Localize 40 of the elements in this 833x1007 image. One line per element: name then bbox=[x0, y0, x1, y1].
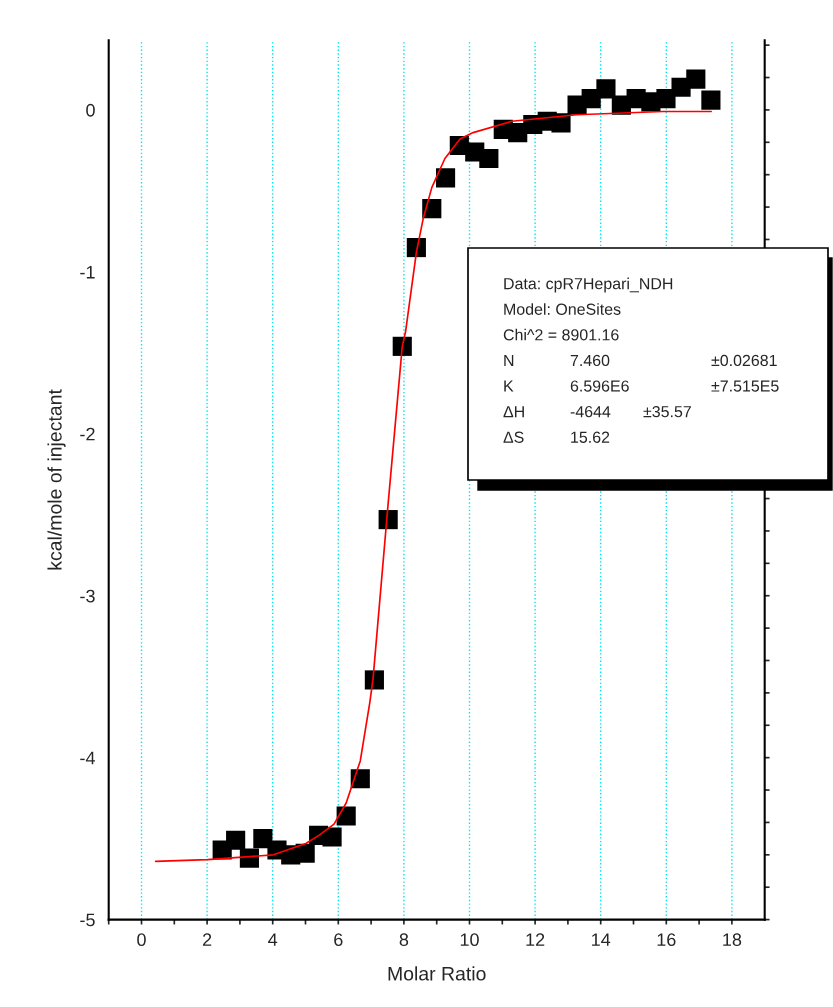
point bbox=[686, 69, 706, 89]
point bbox=[479, 148, 499, 169]
y-tick-label: 0 bbox=[86, 103, 95, 117]
point bbox=[239, 848, 259, 868]
y-tick-label: -2 bbox=[80, 427, 95, 441]
point bbox=[226, 830, 246, 850]
annotation: Model: OneSites bbox=[504, 303, 621, 315]
point bbox=[378, 510, 398, 530]
point bbox=[435, 168, 456, 188]
text: ΔS 15.62 bbox=[503, 431, 610, 443]
point bbox=[596, 79, 616, 99]
text: ΔH -4644 ±35.57 bbox=[503, 405, 691, 418]
point bbox=[322, 827, 342, 847]
text: N 7.460 ±0.02681 bbox=[504, 354, 777, 367]
x-tick-label: 10 bbox=[460, 933, 479, 947]
point bbox=[422, 199, 442, 219]
x-axis-title: Molar Ratio bbox=[388, 966, 486, 981]
point bbox=[701, 90, 721, 110]
x-tick-label: 14 bbox=[592, 933, 611, 946]
y-tick-label: -1 bbox=[80, 265, 95, 279]
y-tick-label: -4 bbox=[80, 751, 95, 765]
y-tick-label: -5 bbox=[80, 913, 95, 927]
x-tick-label: 16 bbox=[657, 933, 676, 947]
x-tick-label: 6 bbox=[334, 933, 343, 947]
y-tick-label: -3 bbox=[80, 589, 95, 603]
point bbox=[295, 843, 315, 863]
annotation: Data: cpR7Hepari_NDH bbox=[504, 277, 673, 293]
x-tick-label: 18 bbox=[723, 933, 742, 947]
point bbox=[656, 89, 676, 109]
point bbox=[551, 113, 571, 133]
x-tick-label: 2 bbox=[202, 933, 212, 946]
point bbox=[336, 806, 356, 826]
annotation: Chi^2 = 8901.16 bbox=[503, 328, 619, 341]
text: K 6.596E6 ±7.515E5 bbox=[504, 380, 779, 392]
x-tick-label: 4 bbox=[268, 933, 278, 946]
x-tick-label: 12 bbox=[526, 933, 545, 946]
y-axis-title: kcal/mole of injectant bbox=[47, 389, 66, 570]
x-tick-label: 8 bbox=[399, 933, 409, 947]
point bbox=[364, 670, 384, 690]
x-tick-label: 0 bbox=[137, 933, 146, 947]
